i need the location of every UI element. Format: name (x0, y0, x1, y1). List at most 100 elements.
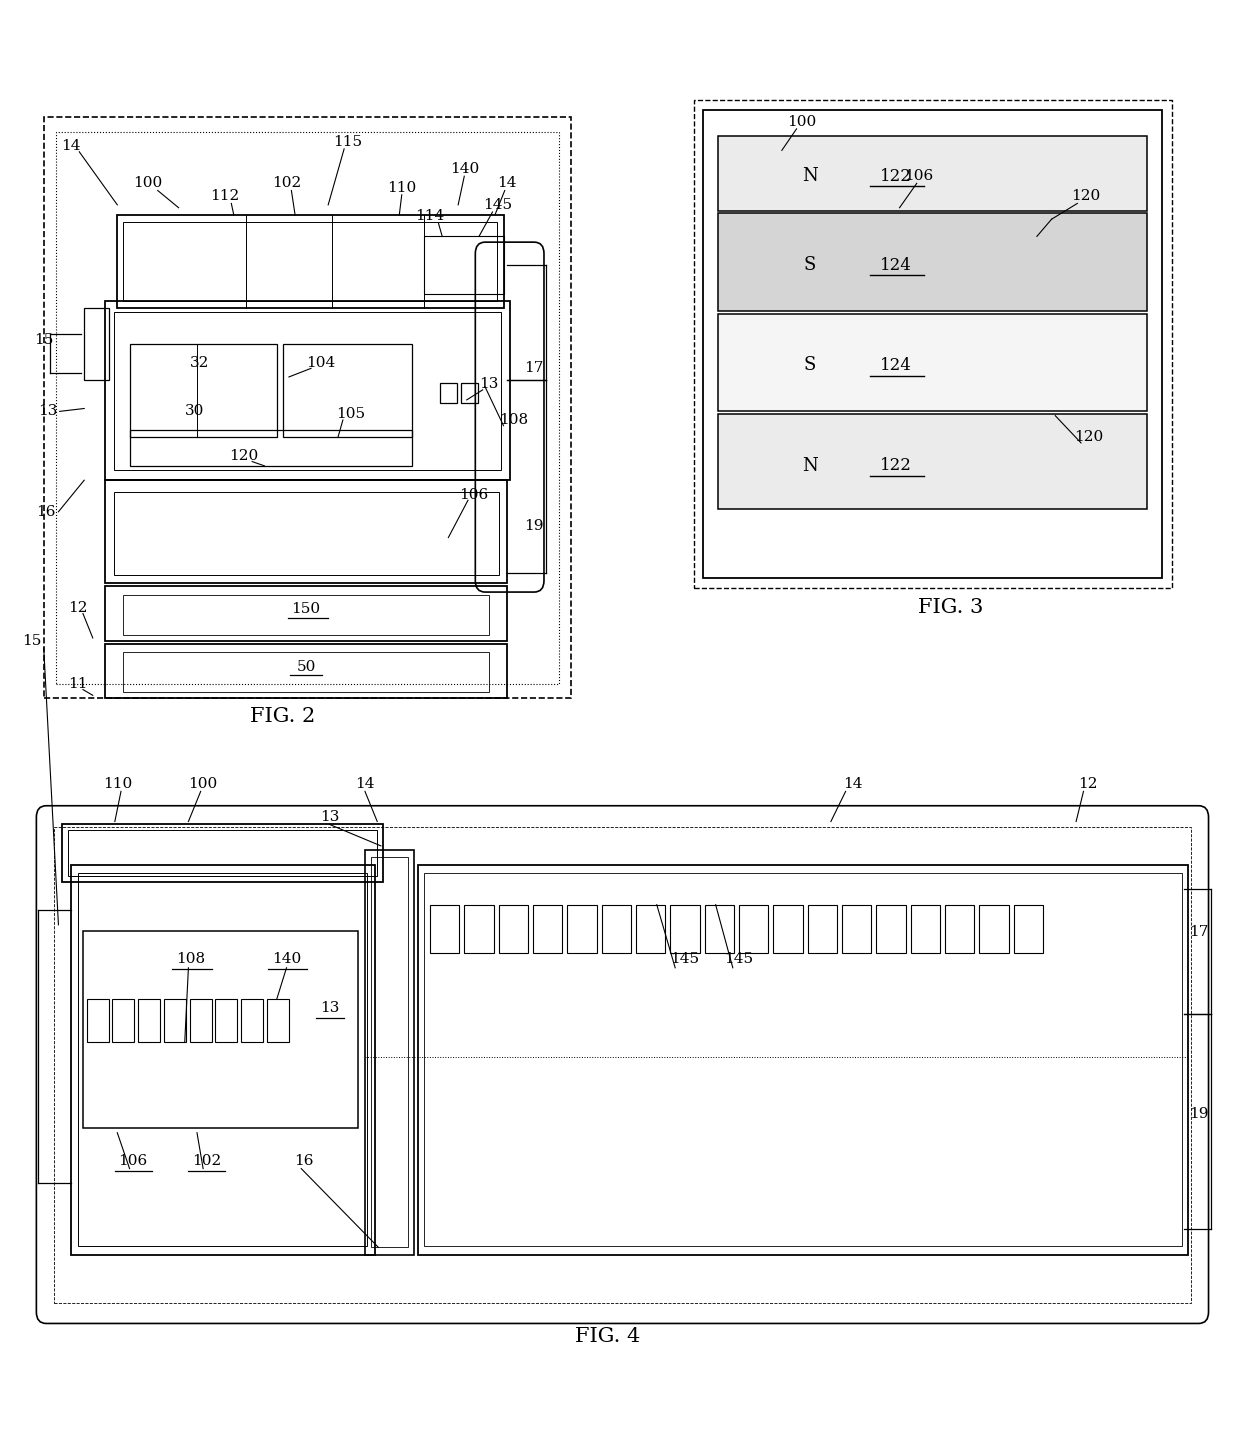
Bar (671, 905, 699, 953)
Bar (424, 873, 1182, 1247)
Bar (68, 830, 377, 876)
Text: 19: 19 (1189, 1108, 1209, 1121)
Text: 102: 102 (272, 177, 301, 190)
Bar (464, 905, 494, 953)
Bar (718, 213, 1147, 311)
Bar (118, 214, 503, 308)
Bar (718, 414, 1147, 508)
Text: 124: 124 (880, 256, 911, 274)
Bar (693, 100, 1172, 588)
Bar (365, 850, 414, 1254)
Bar (216, 999, 237, 1043)
Text: 120: 120 (1074, 430, 1104, 445)
Bar (129, 345, 277, 437)
Text: N: N (802, 167, 818, 185)
Text: 100: 100 (134, 177, 162, 190)
Bar (84, 308, 109, 379)
Bar (440, 382, 456, 403)
Bar (124, 595, 489, 636)
Text: 106: 106 (904, 169, 934, 182)
Bar (718, 314, 1147, 411)
Bar (1013, 905, 1043, 953)
Text: 100: 100 (188, 778, 218, 791)
Bar (105, 301, 510, 481)
Bar (105, 644, 507, 698)
Text: S: S (804, 356, 816, 375)
Text: FIG. 2: FIG. 2 (250, 707, 315, 727)
Bar (113, 999, 134, 1043)
Bar (124, 222, 497, 301)
Text: 102: 102 (192, 1154, 222, 1169)
Text: 114: 114 (415, 210, 445, 223)
Bar (56, 132, 559, 683)
Text: 108: 108 (498, 413, 528, 427)
Text: 110: 110 (387, 181, 417, 194)
Bar (241, 999, 263, 1043)
Bar (114, 313, 501, 471)
Text: 14: 14 (497, 177, 517, 190)
Bar (164, 999, 186, 1043)
Bar (424, 236, 503, 294)
Text: 17: 17 (525, 362, 544, 375)
Bar (807, 905, 837, 953)
Text: 15: 15 (33, 333, 53, 346)
Text: 115: 115 (334, 135, 362, 149)
Bar (138, 999, 160, 1043)
Bar (636, 905, 666, 953)
Bar (283, 345, 412, 437)
Bar (62, 824, 383, 882)
Text: 108: 108 (176, 953, 206, 966)
Text: 13: 13 (320, 811, 339, 824)
Bar (105, 586, 507, 641)
Bar (718, 136, 1147, 210)
Text: 15: 15 (22, 634, 41, 647)
Text: 124: 124 (880, 358, 911, 374)
Bar (774, 905, 802, 953)
Bar (129, 430, 412, 466)
Bar (498, 905, 528, 953)
Text: 120: 120 (1071, 190, 1101, 203)
Text: 50: 50 (296, 660, 316, 673)
Bar (533, 905, 563, 953)
Text: 140: 140 (272, 953, 301, 966)
Text: 32: 32 (190, 356, 210, 369)
Text: 145: 145 (724, 953, 754, 966)
Bar (945, 905, 975, 953)
Text: 17: 17 (1189, 925, 1209, 938)
Text: 11: 11 (68, 676, 88, 691)
Bar (53, 827, 1192, 1303)
Bar (83, 931, 357, 1128)
Bar (105, 481, 507, 584)
Text: 145: 145 (671, 953, 699, 966)
Text: 145: 145 (482, 198, 512, 211)
Bar (114, 492, 498, 575)
Bar (418, 864, 1188, 1254)
Text: 150: 150 (291, 602, 321, 617)
Text: S: S (804, 256, 816, 274)
Text: 12: 12 (68, 601, 88, 615)
Text: 13: 13 (37, 404, 57, 418)
Bar (87, 999, 109, 1043)
Text: 106: 106 (119, 1154, 148, 1169)
Text: 105: 105 (336, 407, 365, 421)
Text: 30: 30 (185, 404, 205, 418)
Bar (567, 905, 596, 953)
Bar (71, 864, 374, 1254)
Text: 122: 122 (880, 458, 911, 475)
Bar (124, 652, 489, 692)
Text: 16: 16 (294, 1154, 314, 1169)
Text: 14: 14 (843, 778, 863, 791)
Bar (460, 382, 477, 403)
Text: 100: 100 (787, 114, 816, 129)
Text: 106: 106 (460, 488, 489, 501)
Text: N: N (802, 458, 818, 475)
Bar (78, 873, 367, 1247)
Bar (703, 110, 1162, 578)
Bar (739, 905, 769, 953)
Bar (267, 999, 289, 1043)
Text: 112: 112 (211, 190, 239, 203)
Text: FIG. 3: FIG. 3 (919, 598, 983, 617)
Bar (910, 905, 940, 953)
Text: 120: 120 (229, 449, 258, 463)
Text: 104: 104 (306, 356, 336, 369)
